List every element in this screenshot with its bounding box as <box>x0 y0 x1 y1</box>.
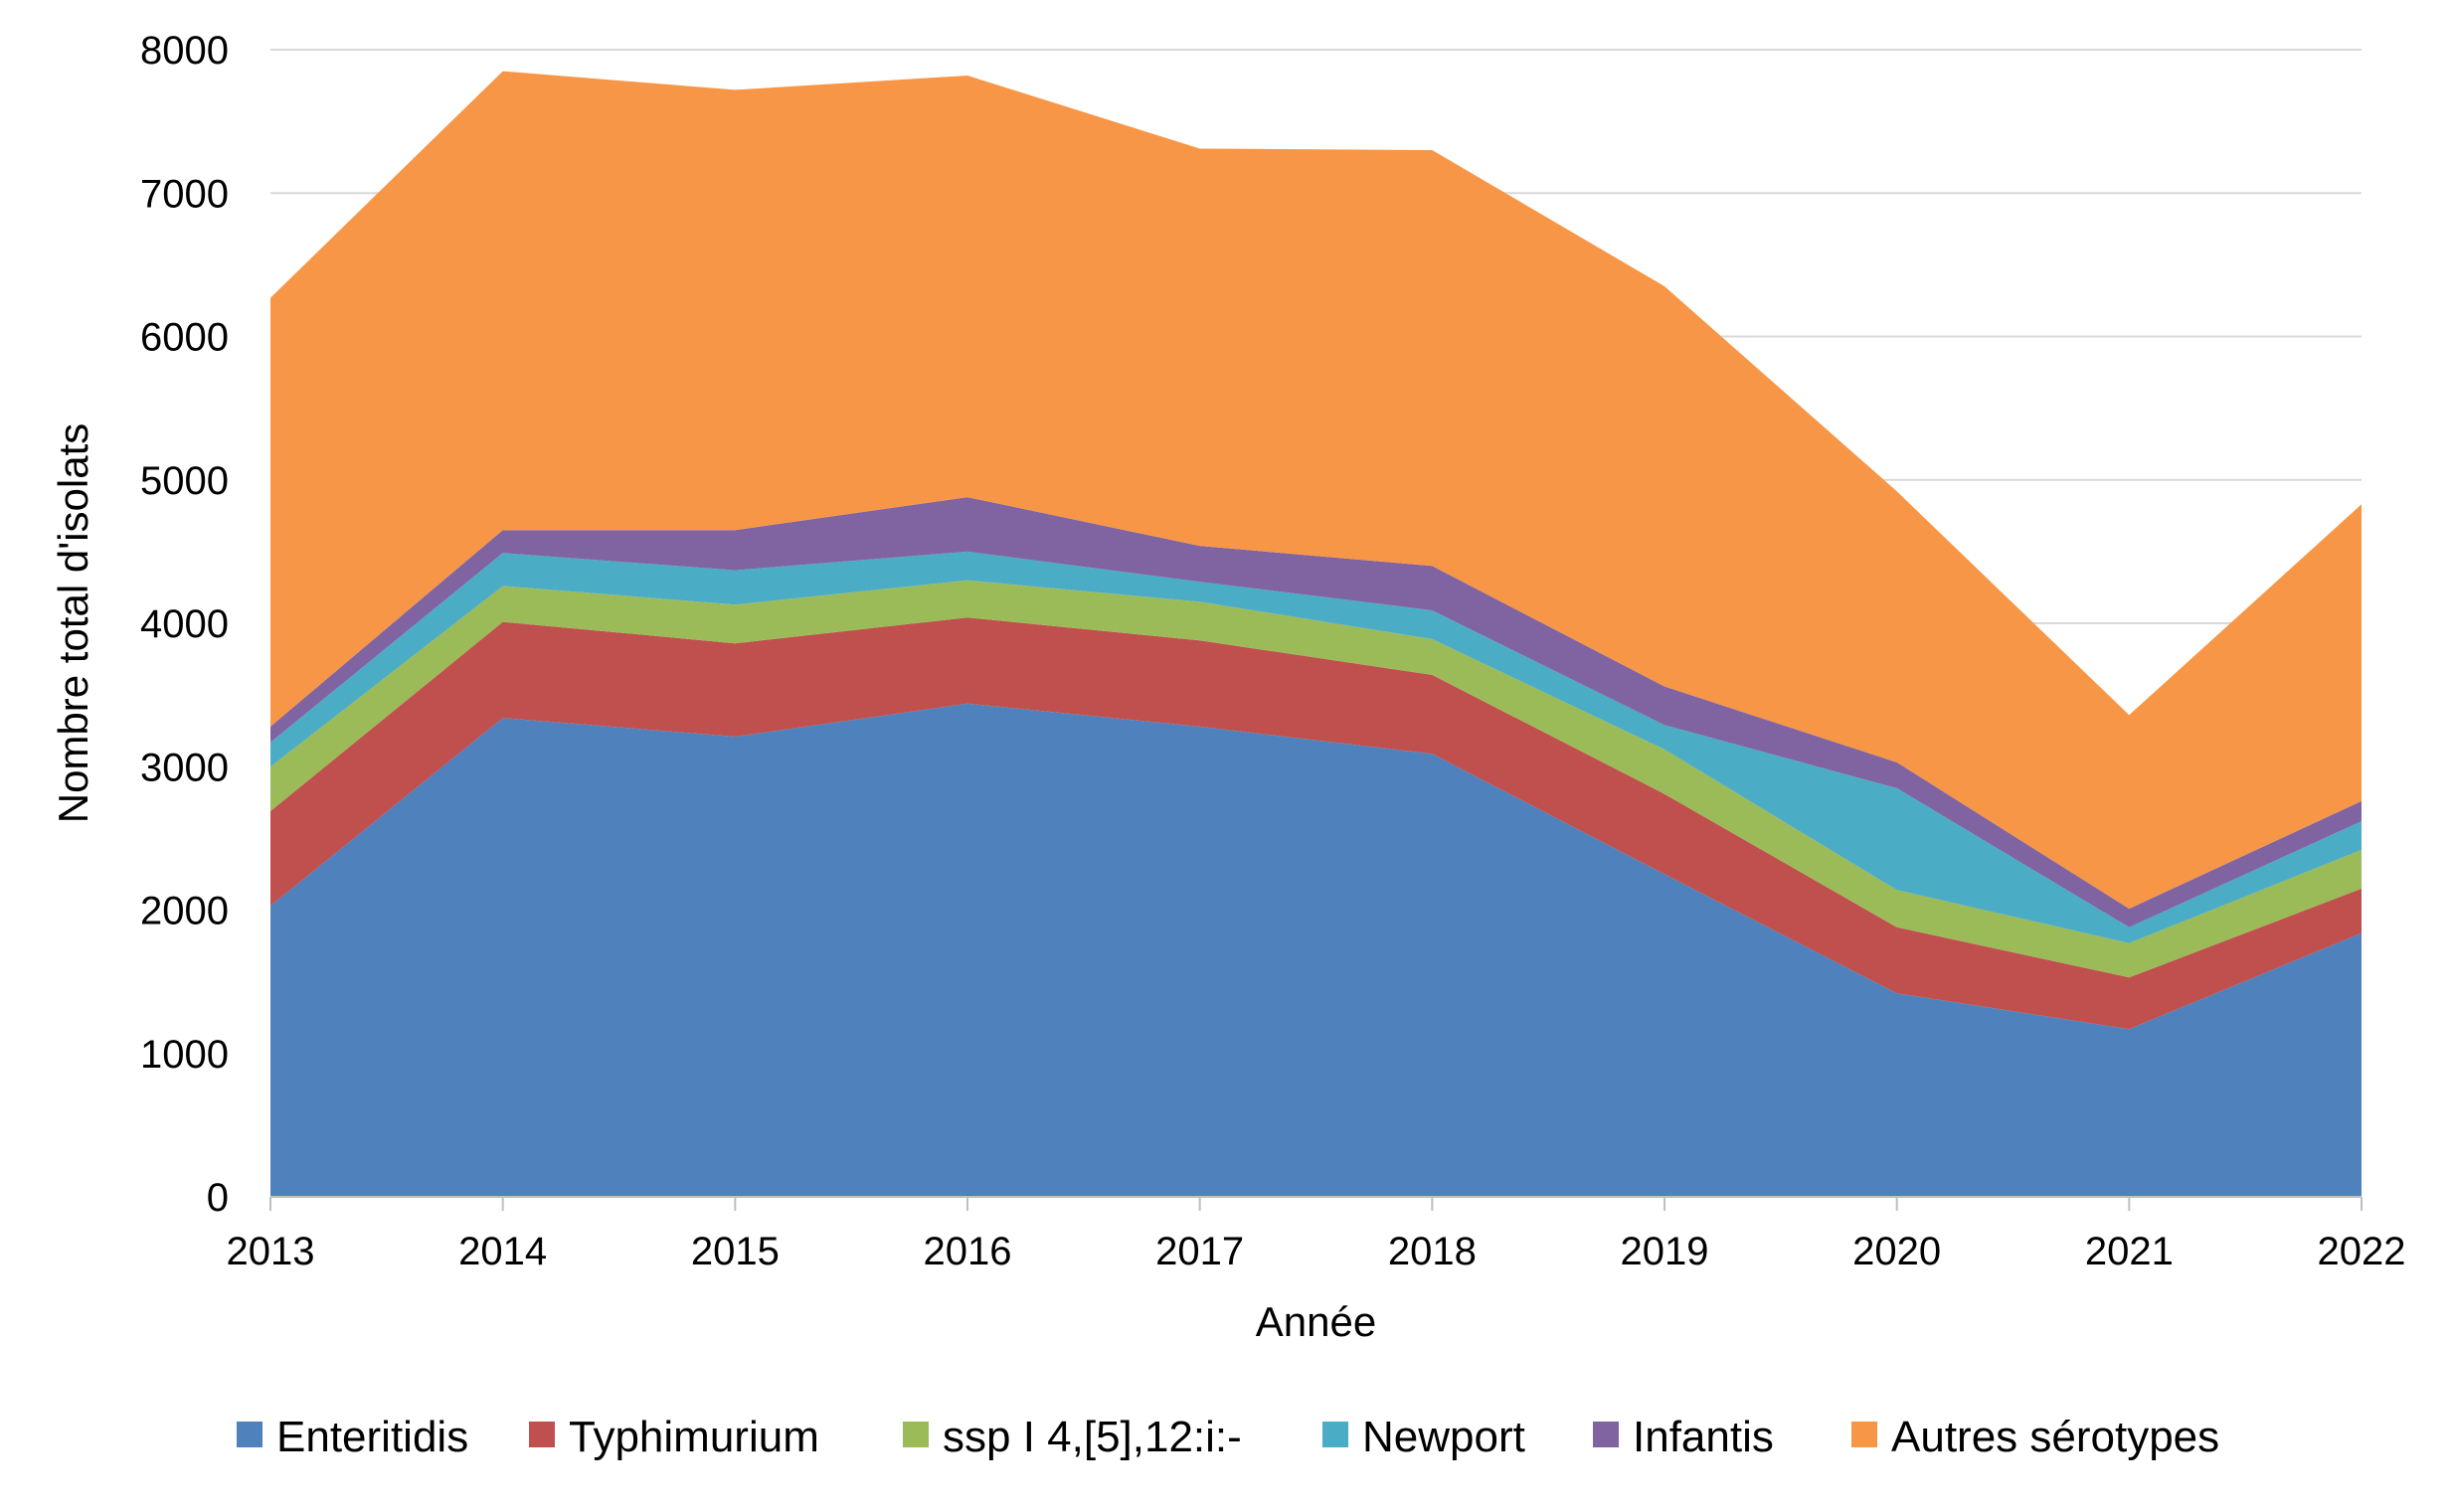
area-typhimurium <box>270 617 2362 1030</box>
y-tick-label: 6000 <box>140 316 229 360</box>
area-ssp-i-4-5-12-i <box>270 580 2362 978</box>
x-tick-label: 2022 <box>2318 1230 2406 1273</box>
series-areas <box>270 71 2362 1197</box>
y-tick-label: 3000 <box>140 746 229 789</box>
x-tick-label: 2014 <box>458 1230 547 1273</box>
legend-label: Autres sérotypes <box>1891 1413 2219 1461</box>
area-infantis <box>270 497 2362 927</box>
legend-item: Newport <box>1322 1413 1525 1461</box>
x-tick-label: 2015 <box>691 1230 780 1273</box>
legend-item: Enteritidis <box>237 1413 468 1461</box>
legend-label: Newport <box>1362 1413 1525 1461</box>
legend-swatch <box>903 1422 929 1447</box>
y-tick-label: 4000 <box>140 602 229 646</box>
legend-label: Typhimurium <box>569 1413 819 1461</box>
x-axis-title: Année <box>1256 1298 1376 1345</box>
x-tick-label: 2020 <box>1852 1230 1941 1273</box>
x-tick-label: 2019 <box>1621 1230 1709 1273</box>
y-tick-label: 5000 <box>140 459 229 503</box>
legend-item: Infantis <box>1593 1413 1774 1461</box>
legend-label: ssp I 4,[5],12:i:- <box>943 1413 1242 1461</box>
area-newport <box>270 551 2362 943</box>
area-enteritidis <box>270 703 2362 1197</box>
y-tick-label: 1000 <box>140 1033 229 1077</box>
legend-label: Infantis <box>1633 1413 1774 1461</box>
x-tick-label: 2016 <box>924 1230 1012 1273</box>
x-tick-label: 2013 <box>227 1230 315 1273</box>
x-tick-label: 2021 <box>2085 1230 2174 1273</box>
legend-label: Enteritidis <box>276 1413 468 1461</box>
x-tick-label: 2017 <box>1155 1230 1244 1273</box>
x-axis-ticks: 2013 2014 2015 2016 2017 2018 2019 2020 2021 2022 <box>227 1197 2406 1273</box>
legend-item: Autres sérotypes <box>1851 1413 2219 1461</box>
legend-swatch <box>237 1422 263 1447</box>
y-tick-label: 2000 <box>140 890 229 933</box>
x-tick-label: 2018 <box>1388 1230 1477 1273</box>
legend-swatch <box>529 1422 555 1447</box>
legend-swatch <box>1593 1422 1619 1447</box>
y-tick-label: 7000 <box>140 172 229 216</box>
legend: Enteritidis Typhimurium ssp I 4,[5],12:i:-… <box>237 1413 2219 1461</box>
legend-item: ssp I 4,[5],12:i:- <box>903 1413 1242 1461</box>
legend-swatch <box>1322 1422 1348 1447</box>
legend-item: Typhimurium <box>529 1413 819 1461</box>
area-autres-s-rotypes <box>270 71 2362 910</box>
y-axis-title: Nombre total d'isolats <box>50 423 96 824</box>
y-tick-label: 8000 <box>140 29 229 73</box>
y-axis-ticks: 0 1000 2000 3000 4000 5000 6000 7000 8000 <box>140 29 229 1220</box>
y-tick-label: 0 <box>207 1176 229 1220</box>
legend-swatch <box>1851 1422 1877 1447</box>
